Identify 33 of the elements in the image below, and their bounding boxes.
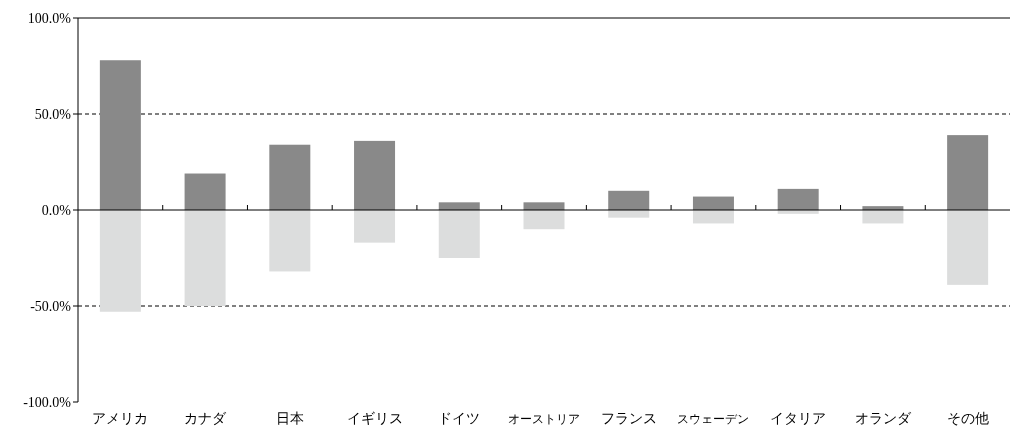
bar bbox=[947, 210, 989, 285]
x-tick-label: オランダ bbox=[854, 411, 912, 426]
x-tick-label: イギリス bbox=[346, 411, 403, 426]
bar bbox=[99, 210, 141, 312]
x-tick-label: その他 bbox=[946, 411, 989, 426]
bar bbox=[523, 202, 565, 210]
bar bbox=[438, 202, 480, 210]
x-tick-label: イタリア bbox=[770, 411, 827, 426]
bar bbox=[184, 173, 226, 210]
bar bbox=[523, 210, 565, 230]
bar bbox=[608, 210, 650, 218]
bar bbox=[269, 144, 311, 210]
x-tick-label: フランス bbox=[600, 411, 657, 426]
y-tick-label: -50.0% bbox=[30, 299, 72, 314]
bar bbox=[184, 210, 226, 306]
x-tick-label: ドイツ bbox=[438, 411, 481, 426]
y-tick-label: 50.0% bbox=[34, 107, 72, 122]
y-tick-label: -100.0% bbox=[23, 395, 72, 410]
bar bbox=[777, 188, 819, 210]
x-tick-label: アメリカ bbox=[92, 411, 149, 426]
y-tick-label: 0.0% bbox=[41, 203, 72, 218]
y-tick-label: 100.0% bbox=[27, 11, 72, 26]
bar bbox=[438, 210, 480, 258]
bar bbox=[354, 210, 396, 243]
bar bbox=[608, 190, 650, 210]
bar bbox=[947, 135, 989, 210]
bar bbox=[354, 140, 396, 210]
x-tick-label: 日本 bbox=[275, 411, 304, 426]
bar bbox=[99, 60, 141, 210]
x-tick-label: スウェーデン bbox=[677, 412, 750, 426]
x-tick-label: カナダ bbox=[184, 411, 228, 426]
x-tick-label: オーストリア bbox=[508, 412, 580, 426]
bar bbox=[269, 210, 311, 272]
